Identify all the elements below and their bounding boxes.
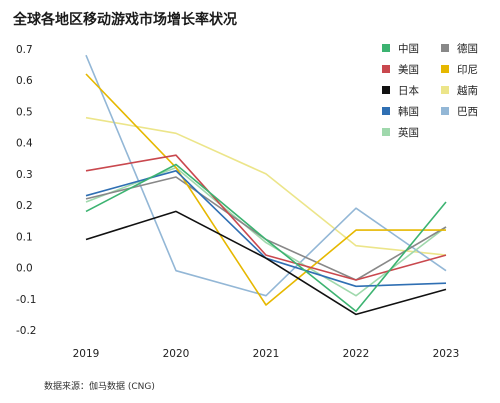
- legend-label: 美国: [398, 63, 419, 76]
- y-tick-label: 0.1: [16, 231, 33, 243]
- series-line-6: [85, 176, 447, 281]
- legend-label: 韩国: [398, 105, 419, 118]
- x-tick-label: 2021: [253, 348, 280, 360]
- legend-label: 英国: [398, 126, 419, 139]
- series-lines: [85, 54, 447, 316]
- series-line-2: [85, 154, 447, 281]
- legend-swatch: [441, 107, 449, 115]
- y-tick-label: 0.6: [16, 75, 33, 87]
- x-tick-label: 2019: [73, 348, 100, 360]
- data-source-note: 数据来源：伽马数据 (CNG): [44, 382, 155, 392]
- y-tick-label: 0.4: [16, 138, 33, 150]
- legend-label: 德国: [457, 42, 478, 55]
- series-line-7: [85, 73, 446, 306]
- legend-swatch: [382, 44, 390, 52]
- chart-title: 全球各地区移动游戏市场增长率状况: [13, 12, 237, 28]
- series-line-9: [85, 54, 447, 297]
- legend-swatch: [382, 65, 390, 73]
- legend-label: 中国: [398, 42, 419, 55]
- series-line-5: [85, 166, 447, 297]
- y-tick-label: 0.3: [16, 169, 33, 181]
- legend-label: 日本: [398, 84, 419, 97]
- y-tick-label: 0.5: [16, 106, 33, 118]
- x-tick-label: 2023: [433, 348, 460, 360]
- x-axis-ticks: 2019 2020 2021 2022 2023: [73, 348, 460, 360]
- legend-swatch: [441, 65, 449, 73]
- y-tick-label: 0.0: [16, 263, 33, 275]
- legend-swatch: [382, 107, 390, 115]
- x-tick-label: 2022: [343, 348, 370, 360]
- y-tick-label: 0.7: [16, 44, 33, 56]
- legend-label: 印尼: [457, 64, 478, 76]
- series-line-8: [85, 116, 447, 256]
- y-axis-ticks: 0.7 0.6 0.5 0.4 0.3 0.2 0.1 0.0 -0.1 -0.2: [16, 44, 37, 337]
- series-line-1: [85, 163, 447, 313]
- legend-swatch: [441, 44, 449, 52]
- y-tick-label: 0.2: [16, 200, 33, 212]
- y-tick-label: -0.2: [16, 325, 37, 337]
- legend-label: 越南: [457, 84, 478, 97]
- series-line-3: [85, 210, 447, 316]
- legend-label: 巴西: [457, 106, 478, 118]
- legend-swatch: [382, 86, 390, 94]
- y-tick-label: -0.1: [16, 294, 37, 306]
- legend-swatch: [441, 86, 449, 94]
- legend-swatch: [382, 128, 390, 136]
- x-tick-label: 2020: [163, 348, 190, 360]
